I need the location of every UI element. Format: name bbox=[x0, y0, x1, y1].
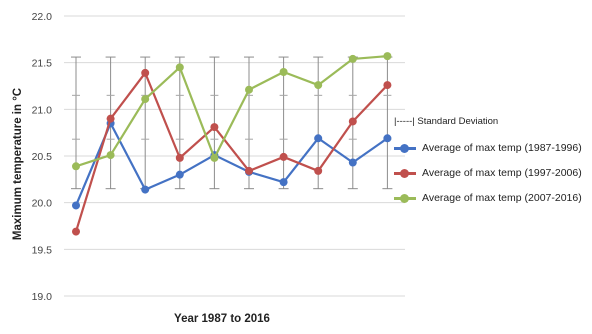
legend-dot-swatch bbox=[400, 143, 409, 153]
x-axis-title: Year 1987 to 2016 bbox=[174, 313, 270, 325]
data-point bbox=[141, 185, 150, 194]
series-line bbox=[74, 71, 389, 232]
series-1-group bbox=[72, 119, 392, 210]
data-point bbox=[210, 123, 219, 132]
data-point bbox=[383, 52, 392, 61]
data-point bbox=[175, 63, 184, 72]
legend-label-series-3: Average of max temp (2007-2016) bbox=[422, 192, 582, 204]
data-point bbox=[175, 170, 184, 179]
data-point bbox=[314, 81, 323, 90]
legend-dot-swatch bbox=[400, 168, 409, 178]
legend-marker-series-1 bbox=[394, 142, 416, 154]
legend-label-series-1: Average of max temp (1987-1996) bbox=[422, 142, 582, 154]
data-point bbox=[348, 158, 357, 167]
series-2-group bbox=[72, 68, 392, 236]
data-point bbox=[314, 134, 323, 143]
legend-item-series-3: Average of max temp (2007-2016) bbox=[394, 190, 589, 206]
y-tick-label: 19.5 bbox=[32, 244, 53, 256]
data-point bbox=[175, 153, 184, 162]
data-point bbox=[72, 162, 80, 171]
data-point bbox=[210, 153, 219, 162]
y-tick-label: 21.0 bbox=[32, 104, 53, 116]
data-point bbox=[72, 201, 80, 210]
data-point bbox=[348, 117, 357, 126]
y-tick-label: 20.5 bbox=[32, 151, 53, 163]
legend-item-series-1: Average of max temp (1987-1996) bbox=[394, 140, 589, 156]
legend-label-series-2: Average of max temp (1997-2006) bbox=[422, 167, 582, 179]
y-tick-label: 22.0 bbox=[32, 11, 53, 23]
series-line bbox=[75, 55, 388, 168]
data-point bbox=[72, 227, 80, 236]
legend-dot-swatch bbox=[400, 193, 409, 203]
legend-marker-series-2 bbox=[394, 167, 416, 179]
legend-marker-series-3 bbox=[394, 192, 416, 204]
data-point bbox=[314, 166, 323, 175]
series-3-group bbox=[72, 52, 392, 171]
data-point bbox=[279, 178, 288, 187]
data-point bbox=[141, 68, 150, 77]
data-point bbox=[279, 152, 288, 161]
y-tick-label: 19.0 bbox=[32, 291, 53, 303]
data-point bbox=[245, 166, 253, 175]
y-axis-title: Maximum temperature in °C bbox=[12, 87, 24, 241]
legend-error-bar-label: |-----| Standard Deviation bbox=[394, 116, 499, 127]
data-point bbox=[141, 95, 150, 104]
series-line bbox=[74, 122, 389, 206]
y-tick-label: 20.0 bbox=[32, 198, 53, 210]
data-point bbox=[348, 54, 357, 63]
y-tick-label: 21.5 bbox=[32, 58, 53, 70]
data-point bbox=[245, 85, 253, 94]
data-point bbox=[279, 68, 288, 76]
data-point bbox=[383, 81, 392, 90]
data-point bbox=[383, 134, 392, 143]
data-point bbox=[106, 114, 115, 123]
chart-legend: |-----| Standard Deviation Average of ma… bbox=[394, 116, 589, 215]
legend-item-series-2: Average of max temp (1997-2006) bbox=[394, 165, 589, 181]
data-point bbox=[106, 151, 115, 160]
